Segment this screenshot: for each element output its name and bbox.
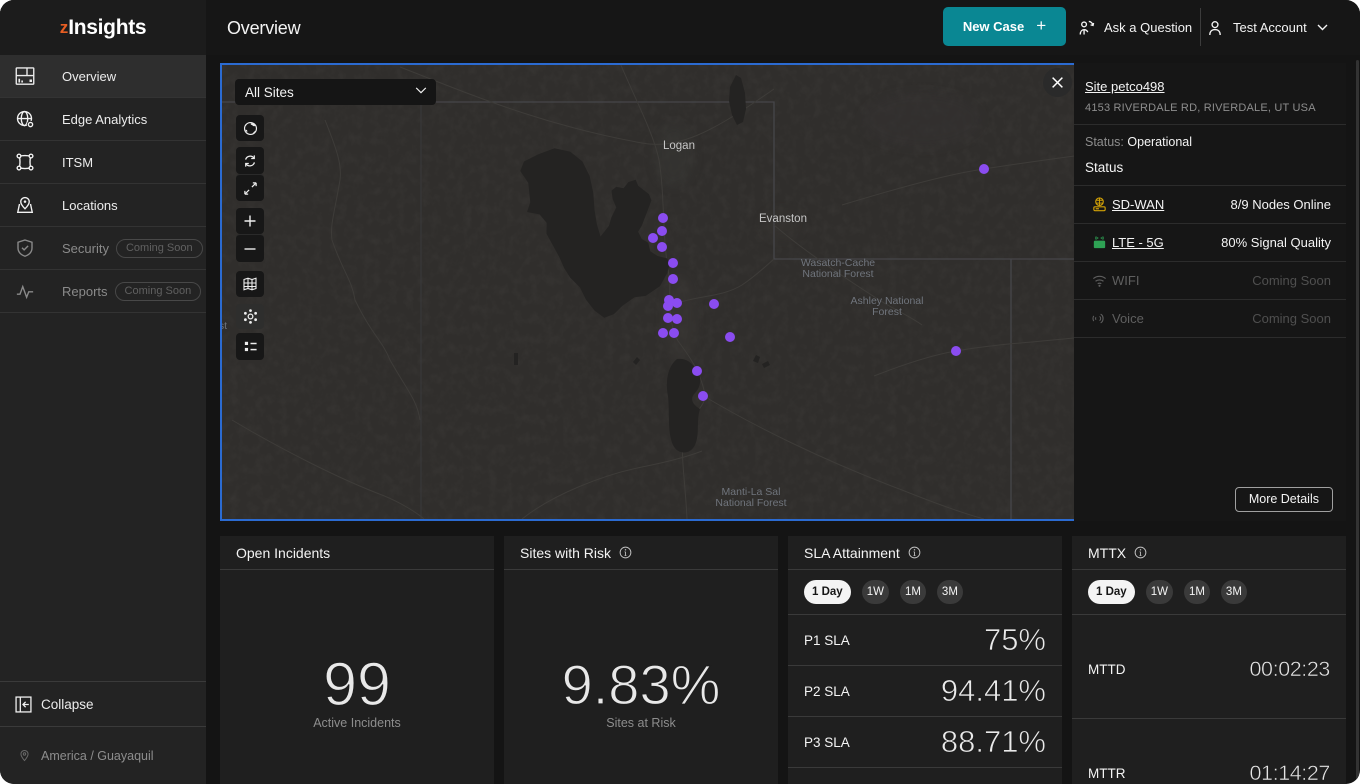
svg-text:st: st xyxy=(222,320,227,332)
svg-text:Logan: Logan xyxy=(663,140,695,152)
svg-text:Forest: Forest xyxy=(872,306,902,318)
svg-text:Manti-La Sal: Manti-La Sal xyxy=(722,486,781,498)
svg-text:Ashley National: Ashley National xyxy=(851,295,924,307)
svg-text:Wasatch-Cache: Wasatch-Cache xyxy=(801,257,875,269)
svg-text:National Forest: National Forest xyxy=(715,497,786,509)
svg-text:Evanston: Evanston xyxy=(759,213,807,225)
svg-text:National Forest: National Forest xyxy=(802,268,873,280)
